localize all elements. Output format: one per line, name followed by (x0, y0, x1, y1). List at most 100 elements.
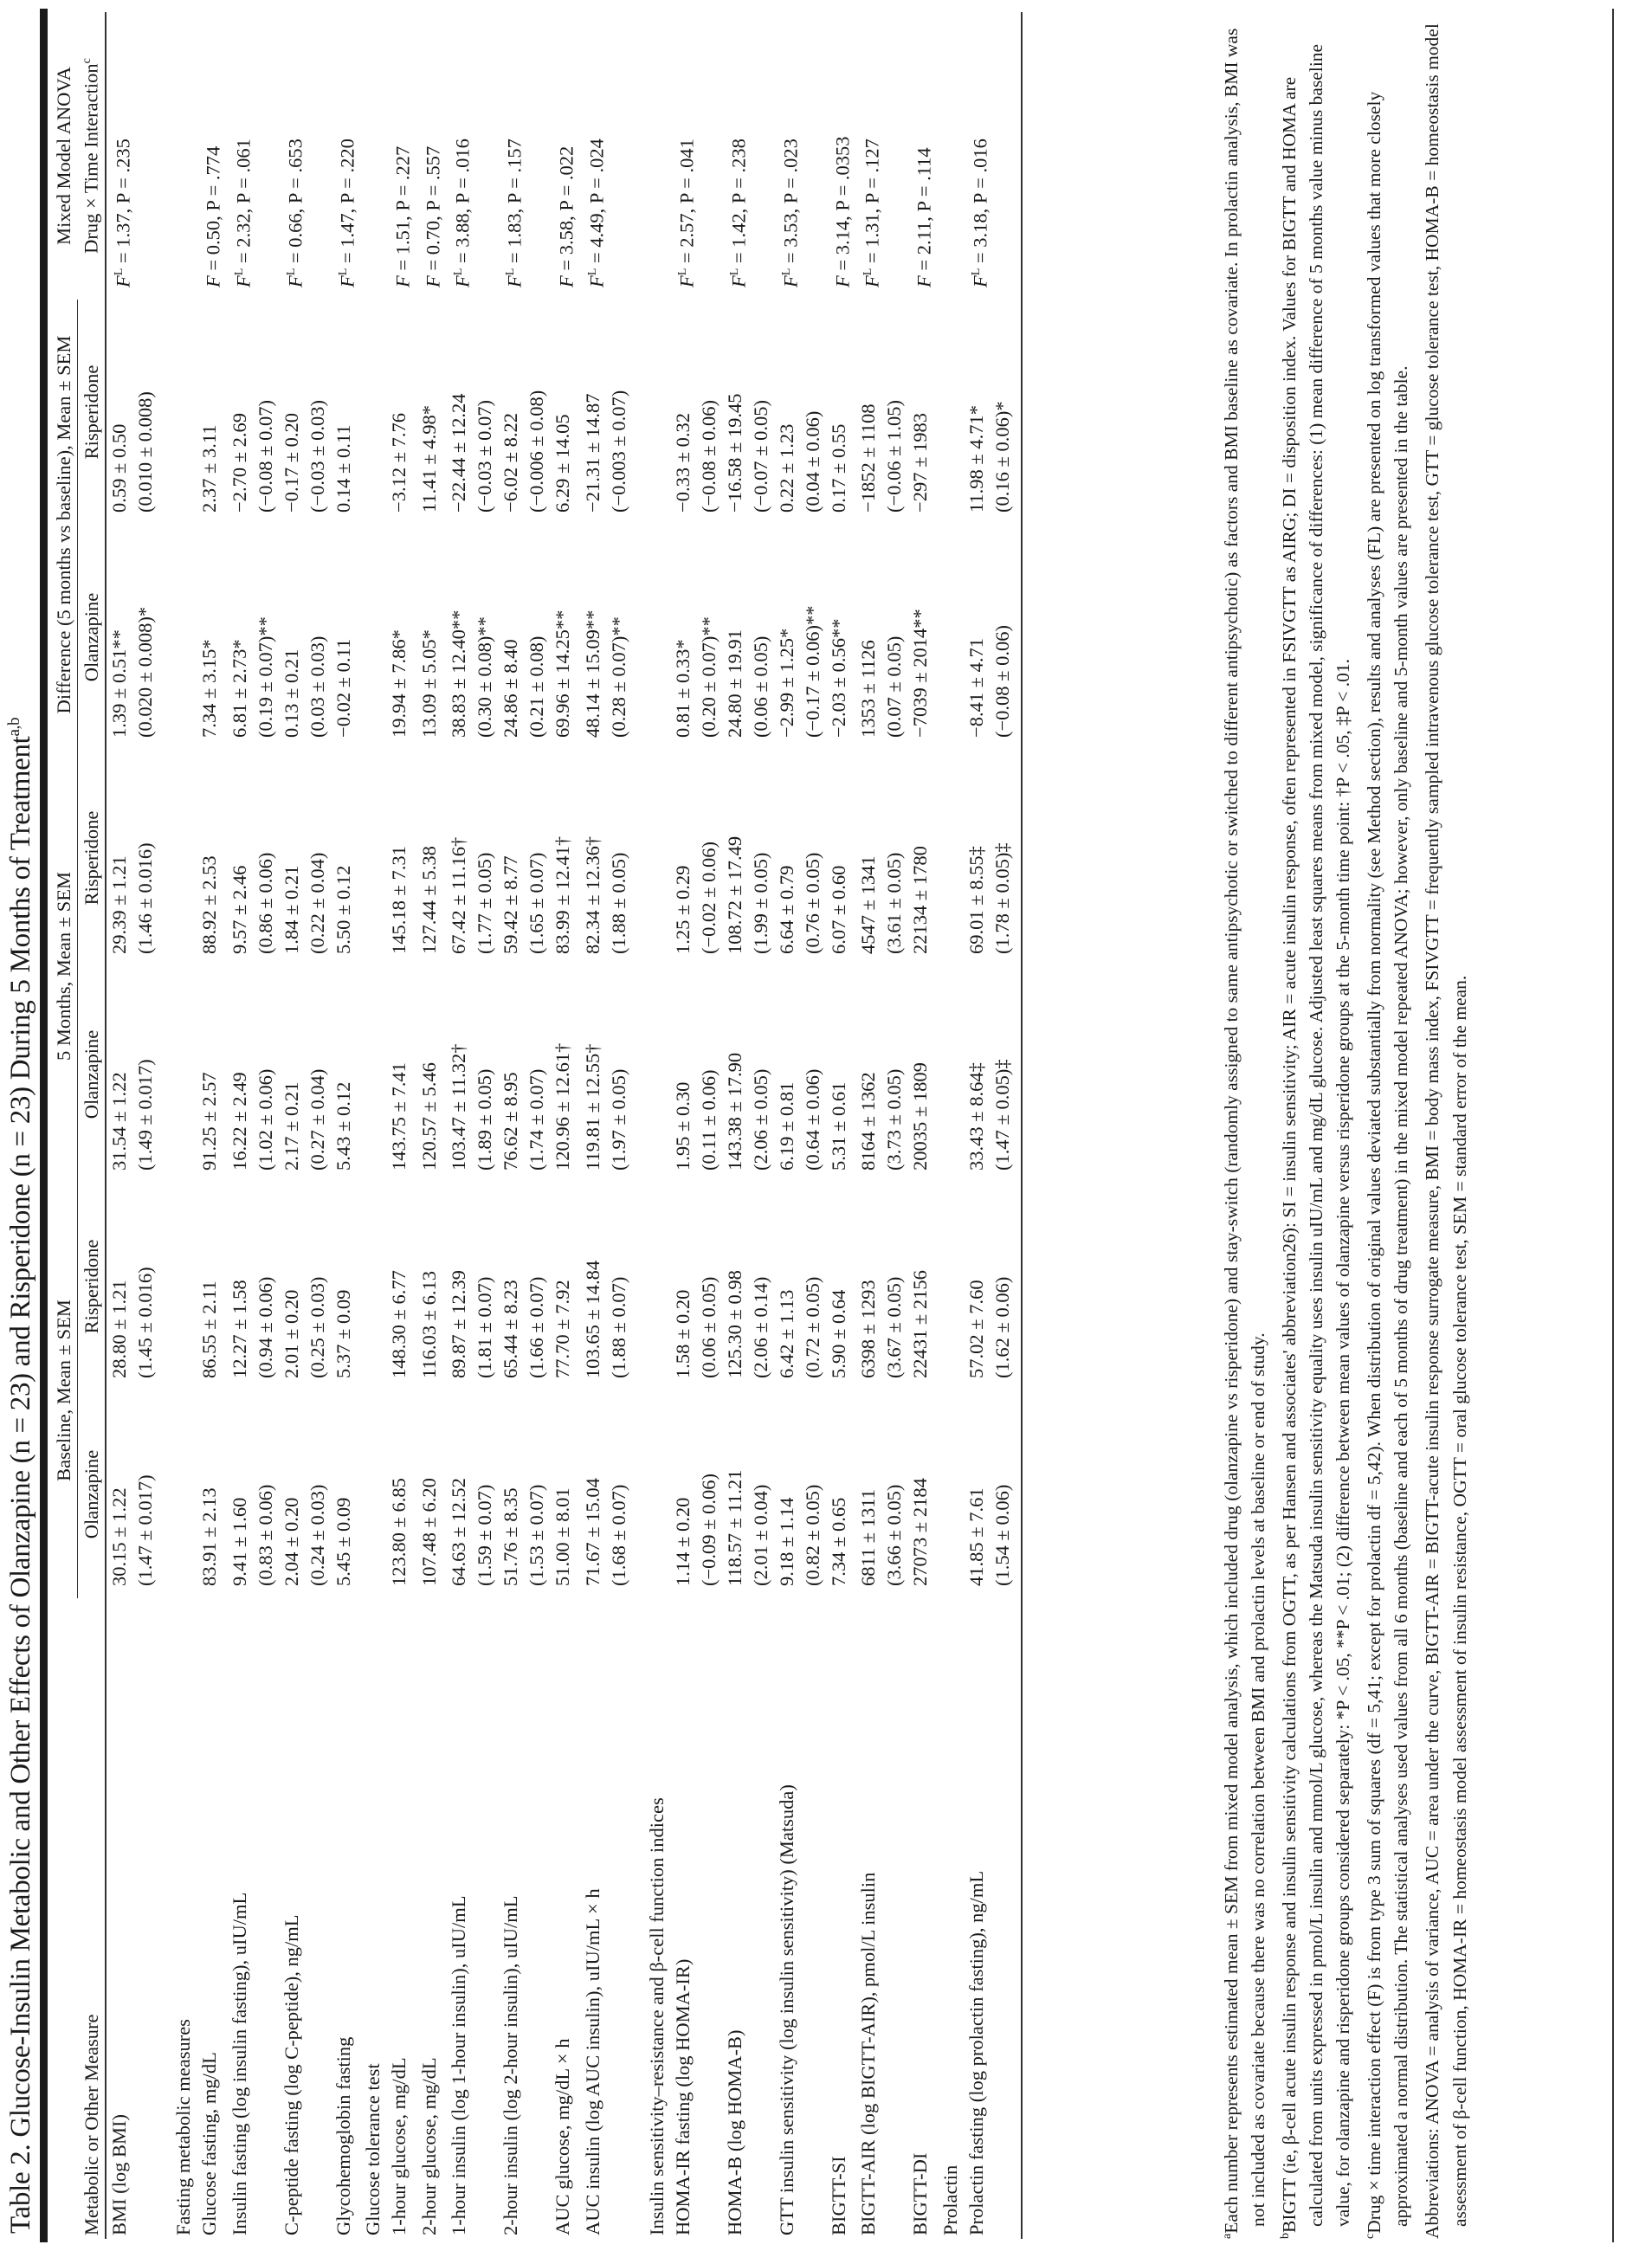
raw-value: 5.90 ± 0.64 (827, 1289, 849, 1378)
anova-cell: FL = 3.88, P = .016 (446, 12, 498, 300)
value-cell: 2.37 ± 3.11 (197, 300, 227, 525)
value-cell: 6.42 ± 1.13 (0.72 ± 0.05) (774, 1183, 826, 1390)
log-value: (1.89 ± 0.05) (474, 1068, 495, 1171)
measure-cell: Glucose fasting, mg/dL (198, 2052, 220, 2235)
anova-stat-sup: L (675, 268, 689, 276)
log-value: (3.66 ± 0.05) (883, 1484, 905, 1586)
raw-value: 145.18 ± 7.31 (388, 846, 410, 954)
value-cell: 8164 ± 1362 (3.73 ± 0.05) (855, 966, 907, 1183)
log-value: (3.67 ± 0.05) (883, 1276, 905, 1378)
anova-stat-sup: L (504, 268, 517, 276)
value-cell: 5.43 ± 0.12 (331, 966, 361, 1183)
raw-value: 9.41 ± 1.60 (228, 1497, 250, 1586)
log-value: (0.03 ± 0.03) (306, 635, 328, 738)
measure-cell: GTT insulin sensitivity (log insulin sen… (775, 1784, 797, 2235)
table-title-text: Table 2. Glucose-Insulin Metabolic and O… (5, 736, 36, 2234)
log-value: (0.94 ± 0.06) (254, 1276, 276, 1378)
raw-value: 6.07 ± 0.60 (827, 865, 849, 954)
table-row: BIGTT-AIR (log BIGTT-AIR), pmol/L insuli… (855, 12, 907, 2239)
raw-value: 143.38 ± 17.90 (723, 1052, 745, 1171)
raw-value: 41.85 ± 7.61 (965, 1487, 987, 1586)
value-cell: −0.17 ± 0.20 (−0.03 ± 0.03) (279, 300, 331, 525)
raw-value: 22431 ± 2156 (909, 1270, 931, 1378)
log-value: (−0.08 ± 0.07) (254, 399, 276, 513)
measure-cell: BIGTT-AIR (log BIGTT-AIR), pmol/L insuli… (857, 1872, 879, 2235)
raw-value: −0.33 ± 0.32 (671, 412, 694, 513)
anova-stat: F (451, 275, 474, 287)
raw-value: 28.80 ± 1.21 (108, 1280, 130, 1378)
anova-stat-sup: L (336, 268, 350, 276)
value-cell: 20035 ± 1809 (907, 966, 938, 1183)
log-value: (0.72 ± 0.05) (801, 1276, 823, 1378)
raw-value: 1.25 ± 0.29 (671, 865, 694, 954)
log-value: (1.77 ± 0.05) (474, 852, 495, 954)
header-diff-olanzapine: Olanzapine (77, 525, 106, 750)
log-value: (0.22 ± 0.04) (306, 852, 328, 954)
raw-value: 6.29 ± 14.05 (552, 414, 573, 513)
anova-cell: FL = 1.31, P = .127 (855, 12, 907, 300)
value-cell: 89.87 ± 12.39 (1.81 ± 0.07) (446, 1183, 498, 1390)
anova-stat: F (112, 275, 134, 287)
anova-stat: F (585, 275, 607, 287)
value-cell: 28.80 ± 1.21 (1.45 ± 0.016) (106, 1183, 158, 1390)
anova-cell: F = 3.14, P = .0353 (826, 12, 856, 300)
anova-stat-sup: L (452, 268, 465, 276)
log-value: (1.54 ± 0.06) (991, 1484, 1013, 1586)
raw-value: 9.18 ± 1.14 (775, 1497, 797, 1586)
raw-value: −2.70 ± 2.69 (228, 412, 250, 513)
title-footnote-marks: a,b (5, 717, 23, 737)
log-value: (1.53 ± 0.07) (526, 1484, 547, 1586)
anova-result: = 3.53, P = .023 (779, 139, 801, 268)
raw-value: 1.39 ± 0.51** (108, 629, 130, 738)
header-five-months: 5 Months, Mean ± SEM (50, 750, 78, 1183)
anova-cell: FL = 3.53, P = .023 (774, 12, 826, 300)
raw-value: 24.86 ± 8.40 (500, 639, 521, 738)
anova-result: = 3.14, P = .0353 (831, 136, 853, 276)
anova-result: = 1.42, P = .238 (727, 139, 749, 268)
value-cell: −0.02 ± 0.11 (331, 525, 361, 750)
log-value: (3.61 ± 0.05) (883, 852, 905, 954)
value-cell: −1852 ± 1108 (−0.06 ± 1.05) (855, 300, 907, 525)
log-value: (1.88 ± 0.07) (607, 1276, 629, 1378)
header-anova: Mixed Model ANOVA Drug × Time Interaction… (50, 12, 106, 300)
raw-value: 83.91 ± 2.13 (198, 1487, 220, 1586)
log-value: (1.45 ± 0.016) (134, 1267, 156, 1378)
raw-value: 108.72 ± 17.49 (723, 835, 745, 954)
section-row: Fasting metabolic measures (171, 12, 197, 2239)
anova-stat: F (675, 275, 697, 287)
log-value: (1.49 ± 0.017) (134, 1059, 156, 1171)
anova-cell: FL = 1.37, P = .235 (106, 12, 158, 300)
value-cell: 1353 ± 1126 (0.07 ± 0.05) (855, 525, 907, 750)
log-value: (0.25 ± 0.03) (306, 1276, 328, 1378)
value-cell: 127.44 ± 5.38 (416, 750, 447, 966)
anova-cell: FL = 2.57, P = .041 (670, 12, 722, 300)
log-value: (0.82 ± 0.05) (801, 1484, 823, 1586)
header-difference: Difference (5 months vs baseline), Mean … (50, 300, 78, 750)
raw-value: 12.27 ± 1.58 (228, 1280, 250, 1378)
raw-value: 38.83 ± 12.40** (448, 610, 469, 738)
table-row: HOMA-B (log HOMA-B) 118.57 ± 11.21 (2.01 ±… (722, 12, 774, 2239)
table-row: BMI (log BMI) 30.15 ± 1.22 (1.47 ± 0.017) 2… (106, 12, 158, 2239)
raw-value: 5.50 ± 0.12 (332, 865, 354, 954)
title-rule (40, 9, 48, 2242)
raw-value: 1.58 ± 0.20 (671, 1289, 694, 1378)
value-cell: 5.50 ± 0.12 (331, 750, 361, 966)
log-value: (0.28 ± 0.07)** (607, 616, 629, 738)
value-cell: −16.58 ± 19.45 (−0.07 ± 0.05) (722, 300, 774, 525)
raw-value: 103.47 ± 11.32† (448, 1043, 469, 1171)
value-cell: 0.22 ± 1.23 (0.04 ± 0.06) (774, 300, 826, 525)
section-heading: Insulin sensitivity–resistance and β-cel… (645, 1797, 668, 2235)
value-cell: −8.41 ± 4.71 (−0.08 ± 0.06) (963, 525, 1022, 750)
footnote-text: Drug × time interaction effect (F) is fr… (1364, 91, 1412, 2234)
footnote-mark: a (1221, 2233, 1234, 2239)
anova-cell: FL = 2.32, P = .061 (227, 12, 279, 300)
anova-result: = 1.31, P = .127 (861, 139, 883, 268)
value-cell: 4547 ± 1341 (3.61 ± 0.05) (855, 750, 907, 966)
value-cell: −0.33 ± 0.32 (−0.08 ± 0.06) (670, 300, 722, 525)
raw-value: 31.54 ± 1.22 (108, 1072, 130, 1171)
raw-value: 1353 ± 1126 (857, 640, 879, 738)
raw-value: 91.25 ± 2.57 (198, 1072, 220, 1171)
raw-value: −8.41 ± 4.71 (965, 637, 987, 738)
raw-value: 0.13 ± 0.21 (280, 648, 302, 738)
log-value: (1.59 ± 0.07) (474, 1484, 495, 1586)
